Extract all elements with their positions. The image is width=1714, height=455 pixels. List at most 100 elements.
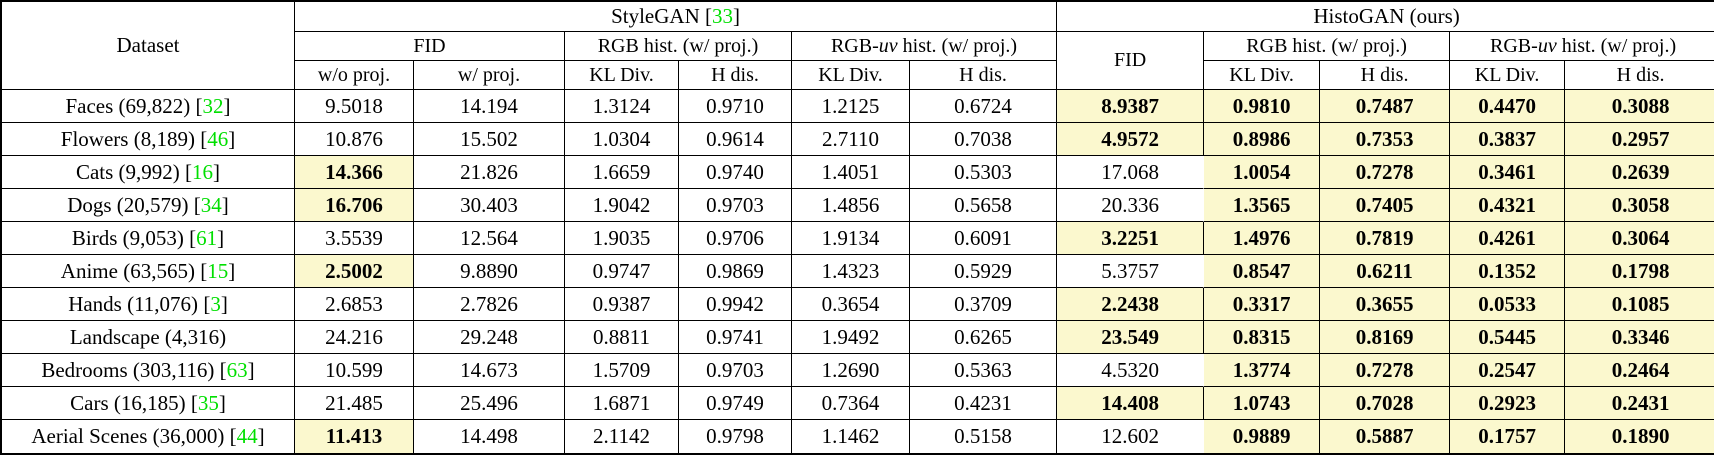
value-cell: 12.564	[414, 222, 565, 255]
column-group-rgb-hist-histogan: RGB hist. (w/ proj.)	[1204, 32, 1451, 61]
value-cell: 0.8986	[1204, 123, 1321, 156]
value-cell: 2.2438	[1057, 288, 1205, 321]
value-cell: 0.8811	[565, 321, 679, 354]
value-cell: 2.7826	[414, 288, 565, 321]
table-row: Flowers (8,189) [46] 10.876 15.502 1.0304 0.…	[2, 123, 1714, 156]
table-row: Landscape (4,316) 24.216 29.248 0.8811 0.974…	[2, 321, 1714, 354]
table-row: Birds (9,053) [61] 3.5539 12.564 1.9035 0.97…	[2, 222, 1714, 255]
value-cell: 14.408	[1057, 387, 1205, 420]
value-cell: 1.3774	[1204, 354, 1321, 387]
citation-link[interactable]: 63	[226, 357, 248, 382]
bracket-close: ]	[218, 390, 226, 415]
value-cell: 1.4323	[792, 255, 910, 288]
citation-link[interactable]: 34	[200, 192, 222, 217]
value-cell: 0.6724	[910, 90, 1058, 123]
value-cell: 1.2690	[792, 354, 910, 387]
value-cell: 14.498	[414, 420, 565, 453]
column-group-stylegan: StyleGAN [33]	[295, 2, 1058, 32]
column-header-kl-div-uv-stylegan: KL Div.	[792, 61, 910, 90]
value-cell: 0.5303	[910, 156, 1058, 189]
value-cell: 1.2125	[792, 90, 910, 123]
column-header-h-dis-rgb-stylegan: H dis.	[679, 61, 792, 90]
value-cell: 0.5658	[910, 189, 1058, 222]
table-row: Dogs (20,579) [34] 16.706 30.403 1.9042 0.97…	[2, 189, 1714, 222]
value-cell: 0.9869	[679, 255, 792, 288]
value-cell: 2.1142	[565, 420, 679, 453]
value-cell: 0.7278	[1320, 156, 1451, 189]
value-cell: 0.9889	[1204, 420, 1321, 453]
value-cell: 15.502	[414, 123, 565, 156]
bracket-close: ]	[257, 424, 265, 448]
citation-link[interactable]: 46	[207, 126, 229, 151]
bracket-close: ]	[228, 258, 236, 283]
value-cell: 0.1890	[1565, 420, 1714, 453]
dataset-cell: Landscape (4,316)	[2, 321, 295, 354]
value-cell: 0.7278	[1320, 354, 1451, 387]
column-header-h-dis-uv-histogan: H dis.	[1565, 61, 1714, 90]
citation-link[interactable]: 3	[210, 291, 221, 316]
dataset-label: Bedrooms (303,116)	[41, 357, 220, 382]
value-cell: 0.2547	[1450, 354, 1566, 387]
value-cell: 0.7819	[1320, 222, 1451, 255]
citation-link[interactable]: 15	[207, 258, 229, 283]
dataset-cell: Anime (63,565) [15]	[2, 255, 295, 288]
value-cell: 0.2639	[1565, 156, 1714, 189]
value-cell: 0.3837	[1450, 123, 1566, 156]
bracket-open: [	[705, 4, 712, 28]
column-group-rgb-hist-stylegan: RGB hist. (w/ proj.)	[565, 32, 792, 61]
citation-link[interactable]: 32	[202, 93, 224, 118]
value-cell: 0.3058	[1565, 189, 1714, 222]
value-cell: 29.248	[414, 321, 565, 354]
bracket-close: ]	[221, 192, 229, 217]
value-cell: 1.9035	[565, 222, 679, 255]
value-cell: 11.413	[295, 420, 414, 453]
header-row-sections: Dataset StyleGAN [33] HistoGAN (ours)	[2, 2, 1714, 90]
dataset-label: Anime (63,565)	[60, 258, 201, 283]
value-cell: 3.5539	[295, 222, 414, 255]
value-cell: 9.5018	[295, 90, 414, 123]
value-cell: 0.9749	[679, 387, 792, 420]
value-cell: 0.9942	[679, 288, 792, 321]
value-cell: 24.216	[295, 321, 414, 354]
value-cell: 0.2923	[1450, 387, 1566, 420]
bracket-open: [	[219, 357, 227, 382]
dataset-label: Flowers (8,189)	[60, 126, 201, 151]
value-cell: 0.4470	[1450, 90, 1566, 123]
value-cell: 0.4321	[1450, 189, 1566, 222]
header-row-metrics: FID RGB hist. (w/ proj.) RGB-uv hist. (w…	[2, 32, 1714, 90]
value-cell: 0.8169	[1320, 321, 1451, 354]
dataset-cell: Bedrooms (303,116) [63]	[2, 354, 295, 387]
dataset-label: Aerial Scenes (36,000)	[31, 424, 230, 448]
value-cell: 0.6091	[910, 222, 1058, 255]
value-cell: 0.3346	[1565, 321, 1714, 354]
column-header-wo-proj: w/o proj.	[295, 61, 414, 90]
bracket-close: ]	[217, 225, 225, 250]
column-header-h-dis-uv-stylegan: H dis.	[910, 61, 1058, 90]
value-cell: 1.4856	[792, 189, 910, 222]
citation-link[interactable]: 35	[197, 390, 219, 415]
table-row: Aerial Scenes (36,000) [44] 11.413 14.498 2…	[2, 420, 1714, 453]
value-cell: 0.3655	[1320, 288, 1451, 321]
value-cell: 0.1352	[1450, 255, 1566, 288]
citation-link[interactable]: 16	[192, 159, 214, 184]
value-cell: 0.3461	[1450, 156, 1566, 189]
citation-link[interactable]: 61	[196, 225, 218, 250]
dataset-cell: Hands (11,076) [3]	[2, 288, 295, 321]
value-cell: 0.6211	[1320, 255, 1451, 288]
value-cell: 8.9387	[1057, 90, 1205, 123]
value-cell: 2.6853	[295, 288, 414, 321]
value-cell: 0.9706	[679, 222, 792, 255]
bracket-close: ]	[228, 126, 236, 151]
value-cell: 0.2957	[1565, 123, 1714, 156]
table-row: Hands (11,076) [3] 2.6853 2.7826 0.9387 0.99…	[2, 288, 1714, 321]
value-cell: 1.1462	[792, 420, 910, 453]
value-cell: 9.8890	[414, 255, 565, 288]
citation-link-stylegan[interactable]: 33	[712, 4, 733, 28]
value-cell: 12.602	[1101, 424, 1159, 448]
dataset-label: Faces (69,822)	[65, 93, 196, 118]
dataset-label: Dogs (20,579)	[67, 192, 194, 217]
citation-link[interactable]: 44	[236, 424, 258, 448]
value-cell: 1.9492	[792, 321, 910, 354]
table-row: Cars (16,185) [35] 21.485 25.496 1.6871 0.97…	[2, 387, 1714, 420]
